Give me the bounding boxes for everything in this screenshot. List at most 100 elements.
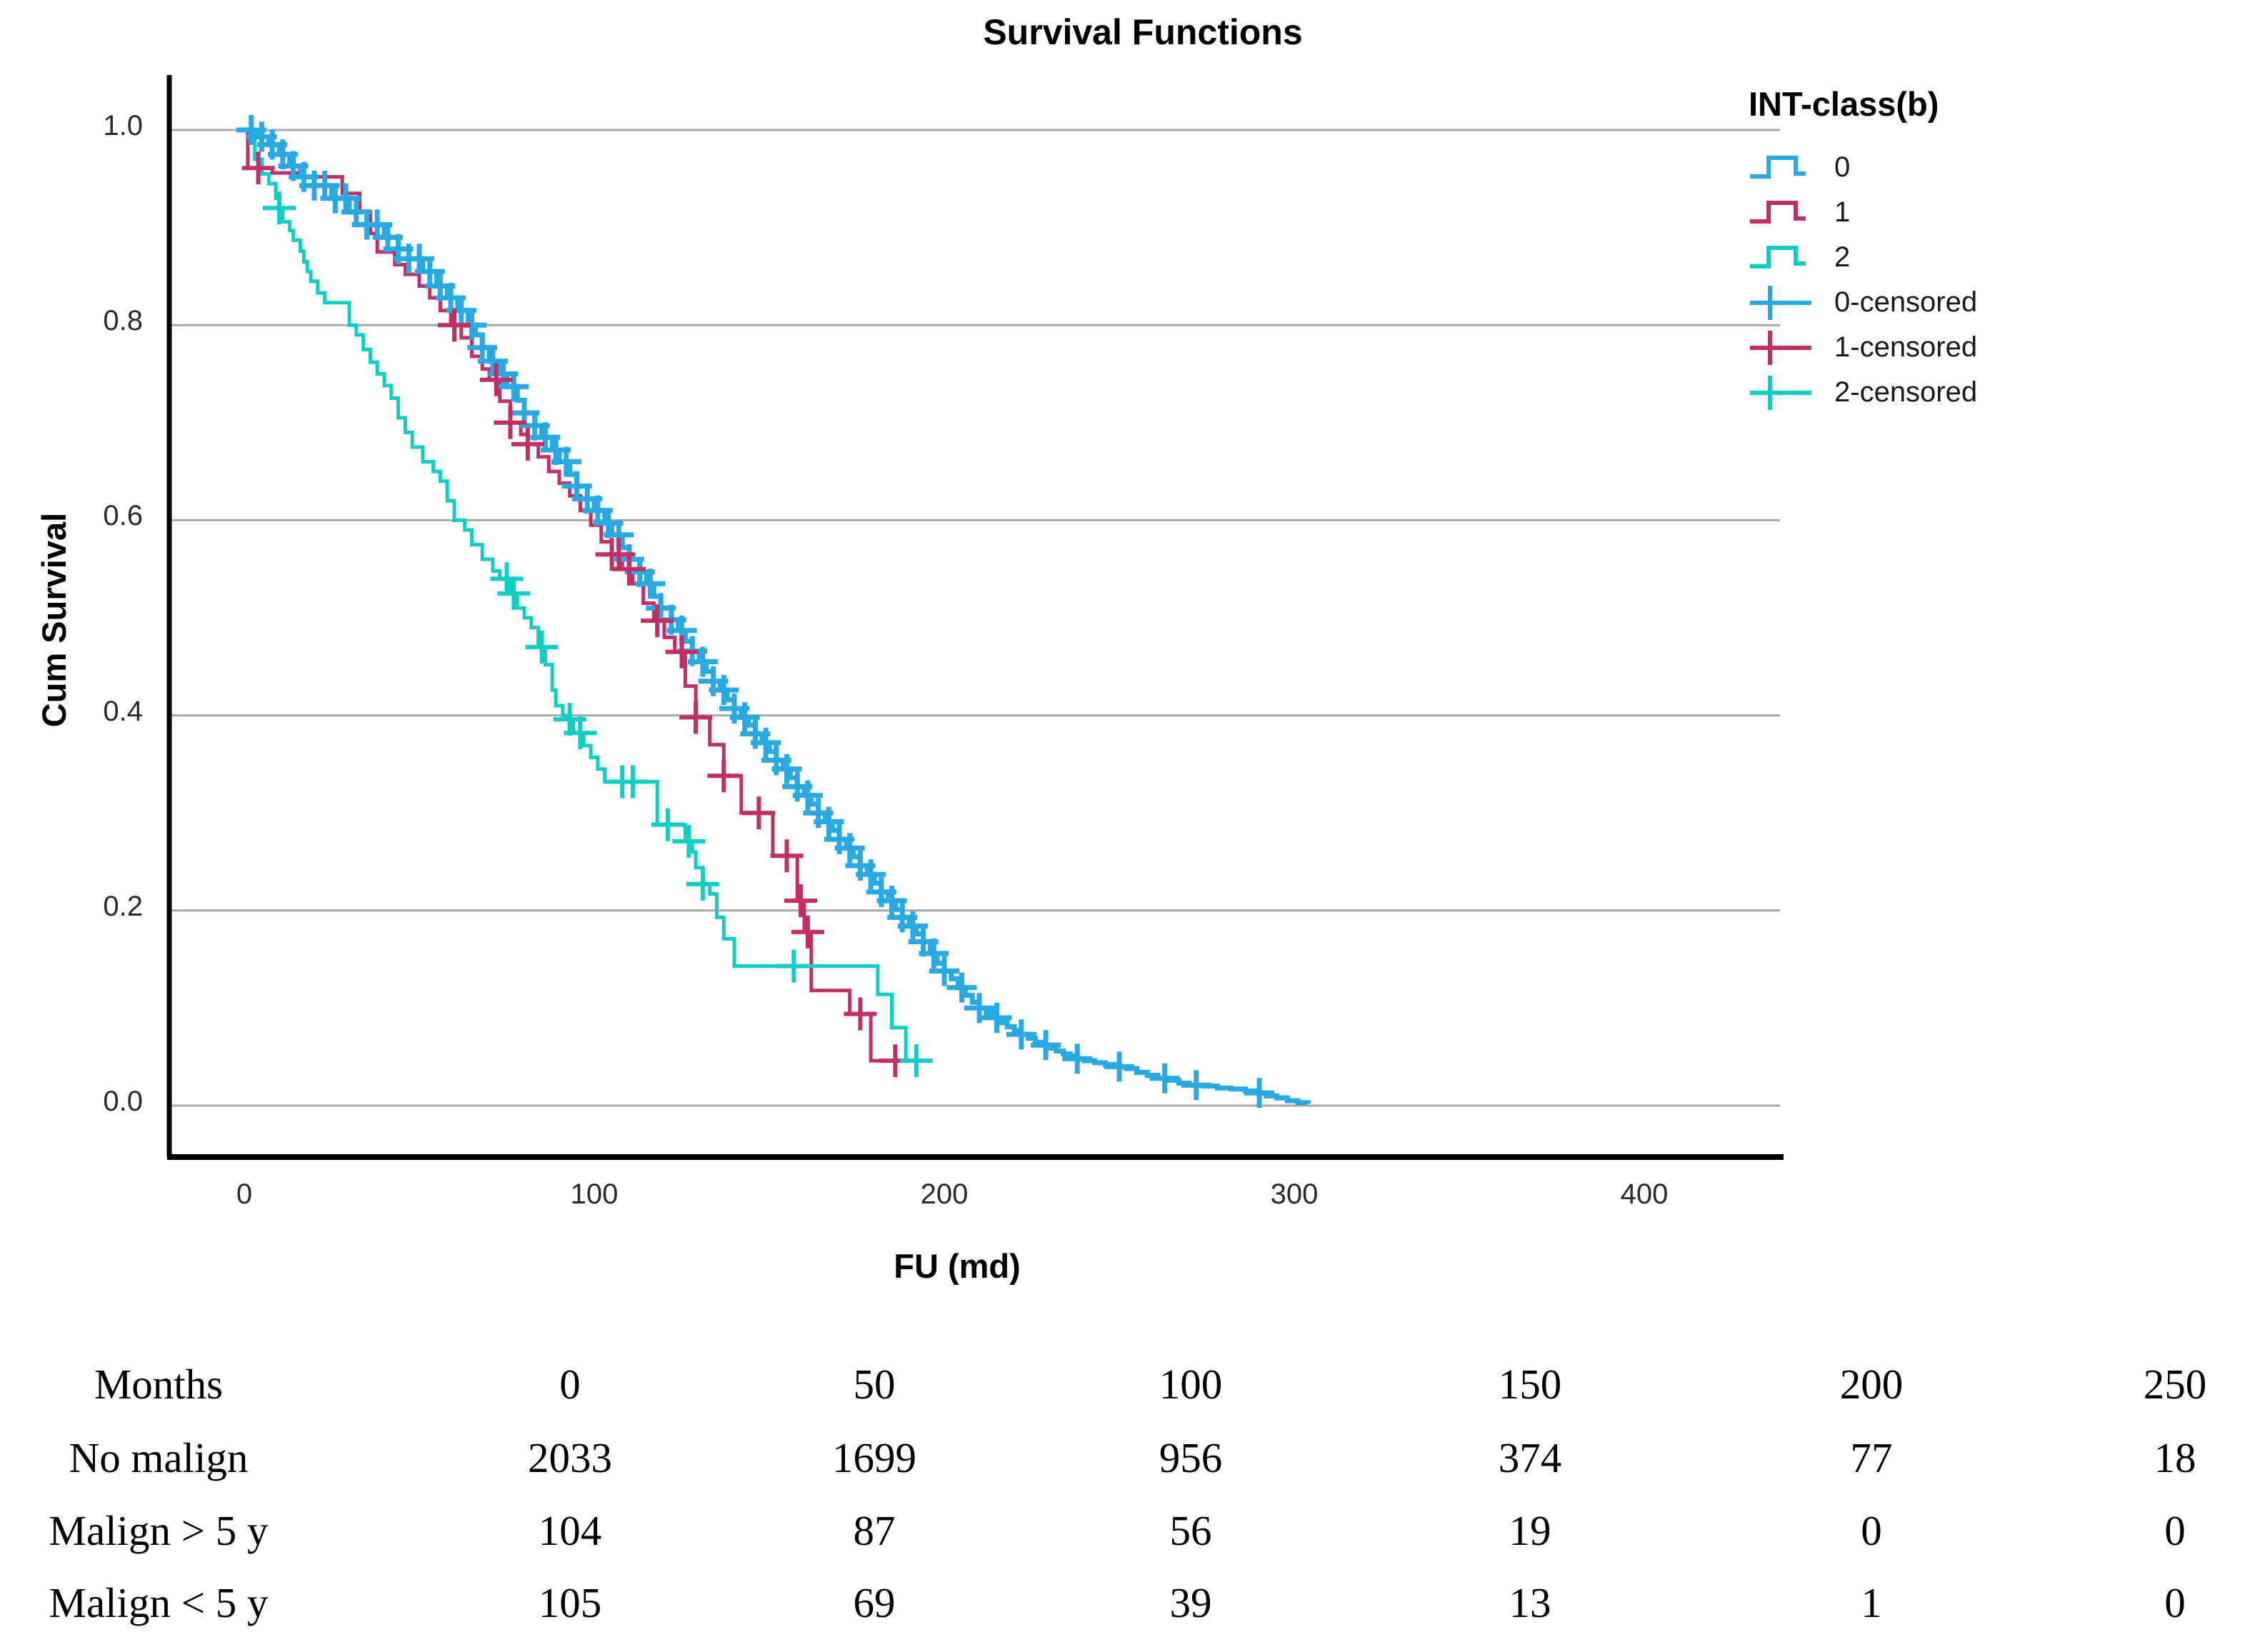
censor-mark-0 bbox=[1181, 1070, 1211, 1101]
y-axis-label: Cum Survival bbox=[35, 512, 73, 728]
risk-row-label: Months bbox=[94, 1361, 224, 1408]
censor-mark-1 bbox=[511, 427, 544, 461]
y-tick-label: 1.0 bbox=[103, 110, 143, 141]
censor-mark-2 bbox=[777, 949, 811, 983]
censor-mark-2 bbox=[497, 576, 531, 610]
censor-mark-1 bbox=[494, 406, 527, 439]
x-tick-label: 0 bbox=[236, 1178, 253, 1210]
censor-mark-0 bbox=[834, 833, 865, 863]
risk-cell: 69 bbox=[853, 1579, 896, 1626]
risk-cell: 50 bbox=[853, 1361, 896, 1408]
censor-mark-2 bbox=[263, 191, 296, 225]
censor-mark-0 bbox=[897, 911, 928, 941]
censor-mark-0 bbox=[551, 446, 581, 477]
risk-cell: 18 bbox=[2154, 1434, 2196, 1481]
risk-cell: 87 bbox=[853, 1507, 896, 1554]
x-tick-label: 400 bbox=[1620, 1178, 1669, 1210]
censor-mark-1 bbox=[742, 796, 776, 830]
km-curve-1 bbox=[244, 128, 903, 1063]
km-curve-2 bbox=[244, 128, 920, 1063]
y-tick-label: 0.4 bbox=[103, 696, 143, 727]
legend-item-label: 2 bbox=[1834, 241, 1851, 273]
censor-mark-0 bbox=[751, 727, 781, 758]
censor-mark-1 bbox=[679, 701, 713, 734]
chart-title: Survival Functions bbox=[983, 12, 1303, 52]
censor-mark-0 bbox=[792, 780, 823, 811]
y-tick-label: 0.0 bbox=[103, 1086, 143, 1117]
censor-mark-0 bbox=[1244, 1078, 1274, 1108]
risk-row-label: Malign > 5 y bbox=[49, 1507, 269, 1554]
y-tick-label: 0.6 bbox=[103, 500, 143, 531]
censor-mark-2 bbox=[490, 562, 524, 596]
censor-plus-icon bbox=[1750, 285, 1811, 320]
risk-cell: 250 bbox=[2143, 1361, 2207, 1408]
censor-mark-1 bbox=[641, 604, 674, 638]
censor-mark-0 bbox=[876, 886, 907, 916]
censor-plus-icon bbox=[1750, 375, 1811, 410]
censor-mark-1 bbox=[791, 915, 824, 948]
censor-mark-0 bbox=[499, 371, 529, 402]
legend-item-label: 1 bbox=[1834, 196, 1851, 228]
legend-item-label: 0-censored bbox=[1834, 286, 1978, 318]
x-tick-label: 300 bbox=[1270, 1178, 1319, 1210]
risk-cell: 956 bbox=[1159, 1434, 1223, 1481]
censor-mark-2 bbox=[651, 808, 684, 841]
step-icon bbox=[1750, 245, 1806, 269]
censor-mark-0 bbox=[635, 569, 666, 599]
censor-mark-0 bbox=[919, 938, 949, 968]
risk-cell: 374 bbox=[1498, 1434, 1562, 1481]
x-tick-label: 100 bbox=[570, 1178, 619, 1210]
censor-mark-2 bbox=[564, 716, 597, 750]
legend: INT-class(b) 0 1 2 0-censored 1-censored… bbox=[1749, 84, 2249, 415]
risk-cell: 150 bbox=[1498, 1361, 1562, 1408]
censor-mark-2 bbox=[616, 765, 649, 799]
censor-mark-1 bbox=[707, 759, 741, 793]
risk-cell: 104 bbox=[538, 1507, 602, 1554]
risk-cell: 105 bbox=[538, 1579, 602, 1626]
censor-mark-0 bbox=[1062, 1043, 1093, 1074]
legend-item-1-censored: 1-censored bbox=[1749, 325, 2249, 370]
censor-mark-1 bbox=[665, 635, 699, 669]
y-tick-label: 0.2 bbox=[103, 891, 143, 922]
risk-cell: 13 bbox=[1509, 1579, 1551, 1626]
x-axis-label: FU (md) bbox=[894, 1247, 1021, 1285]
censor-mark-0 bbox=[1031, 1030, 1061, 1061]
risk-cell: 0 bbox=[2164, 1507, 2186, 1554]
censor-mark-0 bbox=[964, 993, 994, 1023]
legend-item-label: 1-censored bbox=[1834, 331, 1978, 363]
legend-item-0-censored: 0-censored bbox=[1749, 280, 2249, 325]
risk-cell: 1 bbox=[1861, 1579, 1882, 1626]
y-tick-label: 0.8 bbox=[103, 305, 143, 336]
risk-cell: 19 bbox=[1509, 1507, 1551, 1554]
x-tick-label: 200 bbox=[920, 1178, 969, 1210]
censor-mark-0 bbox=[729, 702, 760, 733]
censor-mark-1 bbox=[241, 151, 275, 185]
legend-item-0: 0 bbox=[1749, 145, 2249, 190]
censor-mark-0 bbox=[771, 754, 802, 784]
risk-row-label: Malign < 5 y bbox=[49, 1579, 269, 1626]
legend-item-2: 2 bbox=[1749, 235, 2249, 280]
risk-cell: 2033 bbox=[528, 1434, 612, 1481]
legend-item-label: 2-censored bbox=[1834, 376, 1978, 408]
risk-cell: 1699 bbox=[832, 1434, 916, 1481]
risk-cell: 0 bbox=[1861, 1507, 1882, 1554]
censor-mark-1 bbox=[844, 997, 877, 1031]
censor-mark-2 bbox=[686, 867, 719, 901]
censor-mark-2 bbox=[899, 1044, 933, 1078]
censor-mark-1 bbox=[784, 884, 818, 918]
censor-mark-0 bbox=[1104, 1051, 1134, 1082]
legend-item-1: 1 bbox=[1749, 190, 2249, 235]
censor-mark-0 bbox=[946, 972, 977, 1003]
risk-cell: 39 bbox=[1169, 1579, 1212, 1626]
risk-cell: 77 bbox=[1850, 1434, 1893, 1481]
risk-cell: 0 bbox=[2164, 1579, 2186, 1626]
censor-mark-0 bbox=[709, 675, 739, 706]
censor-mark-0 bbox=[1006, 1019, 1036, 1050]
step-icon bbox=[1750, 155, 1806, 179]
legend-title: INT-class(b) bbox=[1749, 85, 1939, 123]
censor-mark-0 bbox=[814, 806, 844, 837]
censor-mark-0 bbox=[929, 956, 959, 986]
censor-mark-2 bbox=[525, 630, 559, 664]
